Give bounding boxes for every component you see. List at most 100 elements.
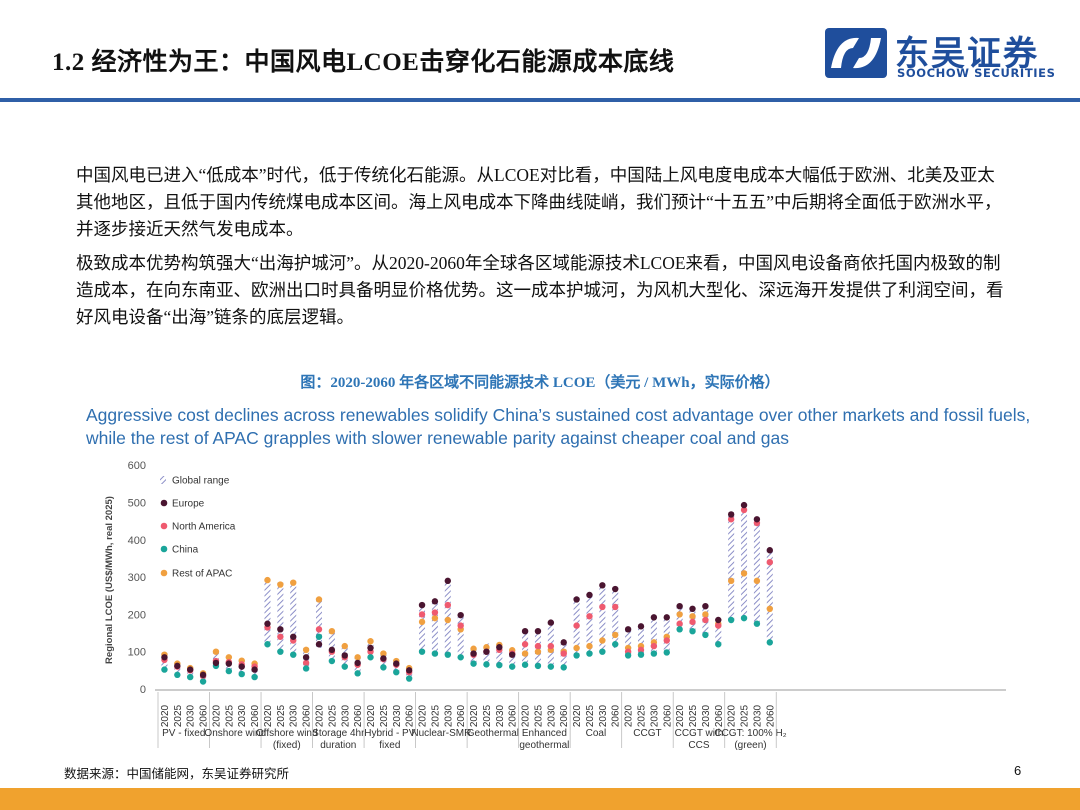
point-north-america [573, 622, 580, 629]
point-rest-of-apac [367, 638, 374, 645]
point-north-america [663, 637, 670, 644]
point-china [328, 657, 336, 665]
point-china [367, 654, 374, 661]
legend-china-marker [160, 545, 168, 553]
point-europe [483, 648, 490, 655]
x-tick-year: 2020 [469, 704, 480, 727]
point-europe [393, 660, 400, 667]
x-category-label: Onshore wind [204, 728, 266, 739]
x-tick-year: 2020 [521, 704, 532, 727]
x-tick-year: 2025 [224, 704, 235, 727]
range-bar [586, 593, 593, 655]
point-china [251, 673, 258, 681]
x-tick-year: 2060 [199, 704, 210, 727]
point-rest-of-apac [212, 648, 220, 655]
x-category-label: CCGT [633, 728, 661, 739]
company-logo: 东吴证券 SOOCHOW SECURITIES [825, 26, 1055, 82]
point-north-america [740, 506, 748, 514]
point-china [418, 648, 426, 655]
x-tick-year: 2025 [327, 704, 338, 727]
point-europe [496, 644, 503, 651]
x-tick-year: 2030 [237, 704, 248, 727]
legend-north_america-label: North America [172, 522, 236, 533]
legend-rest_of_apac-label: Rest of APAC [172, 569, 232, 580]
point-europe [418, 601, 426, 609]
point-europe [264, 620, 271, 627]
point-china [354, 670, 361, 677]
y-tick-label: 0 [140, 684, 146, 696]
chart-title: Aggressive cost declines across renewabl… [86, 405, 1031, 448]
x-tick-year: 2060 [714, 704, 725, 727]
x-tick-year: 2030 [752, 704, 763, 727]
point-europe [702, 602, 709, 610]
point-china [624, 652, 632, 659]
legend-range-label: Global range [172, 476, 230, 487]
point-europe [624, 626, 632, 633]
point-rest-of-apac [380, 650, 387, 657]
point-europe [290, 633, 297, 640]
x-tick-year: 2025 [585, 704, 596, 727]
point-rest-of-apac [521, 650, 529, 657]
point-rest-of-apac [470, 645, 477, 652]
point-north-america [560, 650, 567, 657]
point-europe [470, 650, 477, 657]
point-europe [573, 596, 580, 603]
point-europe [534, 627, 542, 635]
x-tick-year: 2020 [624, 704, 635, 727]
point-china [315, 633, 323, 640]
x-tick-year: 2025 [637, 704, 648, 727]
legend-north_america-marker [160, 522, 168, 530]
point-europe [612, 585, 619, 593]
range-bar [522, 630, 529, 667]
point-europe [444, 577, 451, 585]
point-north-america [315, 626, 323, 633]
y-tick-label: 500 [128, 498, 146, 510]
point-europe [689, 605, 696, 613]
point-china [509, 663, 516, 670]
range-bar [728, 512, 735, 622]
point-north-america [586, 613, 593, 620]
x-category-label: CCGT with CCS [675, 728, 724, 751]
x-tick-year: 2020 [160, 704, 171, 727]
x-tick-year: 2020 [727, 704, 738, 727]
y-tick-label: 100 [128, 647, 146, 659]
point-north-america [521, 641, 529, 648]
point-china [612, 641, 619, 648]
y-tick-label: 200 [128, 609, 146, 621]
y-axis-label: Regional LCOE (US$/MWh, real 2025) [104, 496, 115, 664]
point-china [534, 662, 542, 670]
point-europe [753, 516, 761, 523]
point-china [702, 631, 709, 639]
point-rest-of-apac [277, 581, 284, 588]
point-rest-of-apac [418, 618, 426, 626]
point-europe [380, 655, 387, 662]
range-bar [625, 627, 632, 658]
point-europe [663, 614, 670, 621]
x-tick-year: 2025 [740, 704, 751, 727]
paragraph-1: 中国风电已进入“低成本”时代，低于传统化石能源。从LCOE对比看，中国陆上风电度… [76, 165, 1002, 239]
x-tick-year: 2030 [598, 704, 609, 727]
point-europe [599, 582, 606, 589]
point-north-america [418, 611, 426, 618]
x-category-label: Enhanced geothermal [519, 728, 569, 751]
y-tick-label: 400 [128, 535, 146, 547]
point-north-america [637, 646, 645, 654]
x-tick-year: 2020 [418, 704, 429, 727]
point-north-america [534, 642, 542, 650]
x-category-label: Geothermal [467, 728, 519, 739]
x-tick-year: 2030 [340, 704, 351, 727]
point-rest-of-apac [534, 648, 542, 655]
point-europe [650, 614, 658, 621]
point-europe [367, 644, 374, 652]
data-source: 数据来源：中国储能网，东吴证券研究所 [64, 767, 290, 781]
x-tick-year: 2020 [675, 704, 686, 727]
point-europe [187, 666, 194, 673]
point-china [302, 665, 310, 672]
point-europe [727, 511, 735, 518]
point-north-america [431, 609, 439, 616]
point-china [715, 641, 722, 648]
point-rest-of-apac [766, 605, 773, 613]
point-europe [547, 619, 555, 626]
range-bar [290, 581, 297, 658]
x-tick-year: 2060 [662, 704, 673, 727]
